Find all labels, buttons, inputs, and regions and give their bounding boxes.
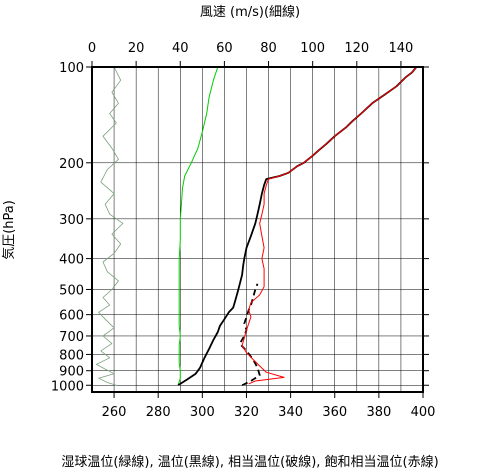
plot-frame xyxy=(91,66,424,393)
y-tick-label: 900 xyxy=(59,365,84,380)
y-tick-label: 1000 xyxy=(51,379,84,394)
x-top-tick-label: 60 xyxy=(216,41,233,56)
x-bottom-tick-label: 340 xyxy=(278,405,303,420)
y-tick-label: 300 xyxy=(59,213,84,228)
series-layer xyxy=(96,66,418,387)
x-bottom-tick-label: 360 xyxy=(322,405,347,420)
x-top-tick-label: 20 xyxy=(128,41,145,56)
y-tick-label: 200 xyxy=(59,157,84,172)
y-tick-label: 100 xyxy=(59,61,84,76)
y-tick-label: 600 xyxy=(59,309,84,324)
y-tick-label: 500 xyxy=(59,283,84,298)
x-top-tick-label: 140 xyxy=(389,41,414,56)
series-wet_bulb_potential_temperature xyxy=(177,66,219,386)
x-top-tick-label: 0 xyxy=(88,41,96,56)
y-tick-label: 400 xyxy=(59,253,84,268)
x-bottom-tick-label: 380 xyxy=(366,405,391,420)
x-top-tick-label: 40 xyxy=(172,41,189,56)
series-wind xyxy=(96,66,124,386)
x-bottom-tick-label: 320 xyxy=(234,405,259,420)
x-bottom-tick-label: 280 xyxy=(146,405,171,420)
top-axis-label: 風速 (m/s)(細線) xyxy=(200,4,300,20)
bottom-caption: 湿球温位(緑線), 温位(黒線), 相当温位(破線), 飽和相当温位(赤線) xyxy=(61,454,438,470)
ticks: 260 280 300 320 340 360 380 400 0 20 40 60 80 100 120 1… xyxy=(51,41,436,420)
series-saturated_equivalent_potential_temperature xyxy=(241,66,417,385)
x-top-tick-label: 100 xyxy=(300,41,325,56)
x-bottom-tick-label: 400 xyxy=(411,405,436,420)
x-bottom-tick-label: 300 xyxy=(190,405,215,420)
y-tick-label: 700 xyxy=(59,330,84,345)
x-top-tick-label: 80 xyxy=(260,41,277,56)
y-tick-label: 800 xyxy=(59,348,84,363)
x-top-tick-label: 120 xyxy=(344,41,369,56)
x-bottom-tick-label: 260 xyxy=(102,405,127,420)
left-axis-label: 気圧(hPa) xyxy=(1,200,17,260)
